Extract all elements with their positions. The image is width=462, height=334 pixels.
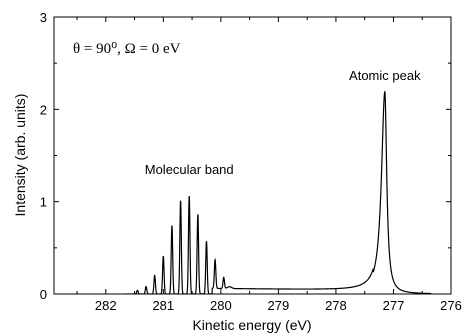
y-tick-label: 3 <box>40 10 47 25</box>
x-axis-label: Kinetic energy (eV) <box>192 317 311 333</box>
x-tick-label: 279 <box>268 298 290 313</box>
y-tick-label: 1 <box>40 195 47 210</box>
y-axis-label: Intensity (arb. units) <box>12 94 28 217</box>
plot-frame <box>53 16 452 295</box>
chart-parameters: θ = 90⁰, Ω = 0 eV <box>73 41 181 57</box>
molecular-band-label: Molecular band <box>145 162 234 177</box>
x-tick-label: 281 <box>152 298 174 313</box>
axis-ticks <box>54 16 452 295</box>
x-tick-label: 276 <box>440 298 462 313</box>
x-tick-label: 282 <box>95 298 117 313</box>
x-tick-label: 278 <box>325 298 347 313</box>
y-tick-label: 0 <box>40 287 47 302</box>
axis-tick-labels: 282 281 280 279 278 277 276 0 1 2 3 <box>40 10 462 313</box>
atomic-peak-label: Atomic peak <box>349 68 421 83</box>
x-tick-label: 280 <box>210 298 232 313</box>
y-tick-label: 2 <box>40 102 47 117</box>
x-tick-label: 277 <box>383 298 405 313</box>
spectrum-line <box>125 90 432 295</box>
